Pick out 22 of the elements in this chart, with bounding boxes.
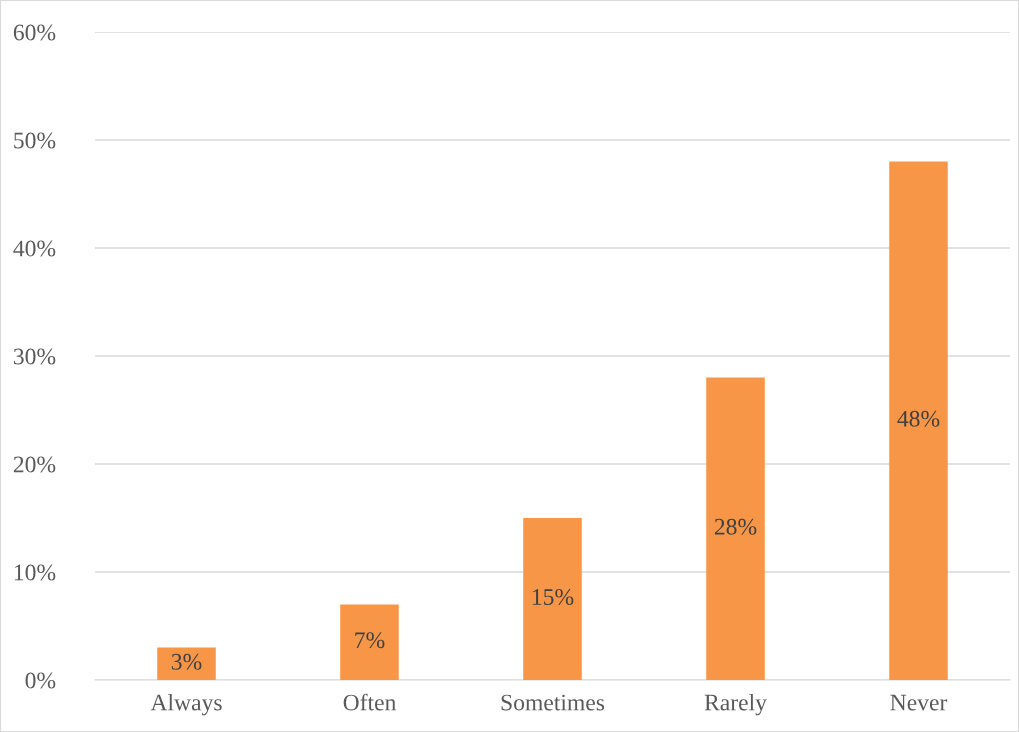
x-tick-label: Sometimes xyxy=(501,694,605,711)
data-label: 15% xyxy=(532,588,574,605)
x-tick-label: Often xyxy=(343,693,397,711)
y-tick-label: 30% xyxy=(13,348,56,365)
data-label: 7% xyxy=(355,632,385,649)
bar xyxy=(157,647,216,680)
y-tick-label: 50% xyxy=(14,132,56,149)
y-tick-label: 0% xyxy=(25,672,56,689)
bar xyxy=(706,377,765,680)
y-tick-label: 20% xyxy=(13,456,56,473)
x-tick-label: Rarely xyxy=(704,693,767,716)
data-label: 3% xyxy=(171,653,202,670)
y-tick-label: 10% xyxy=(14,564,56,581)
x-tick-label: Never xyxy=(890,694,948,711)
bar xyxy=(889,161,948,680)
y-tick-label: 60% xyxy=(13,24,56,41)
data-label: 48% xyxy=(897,410,940,427)
y-tick-label: 40% xyxy=(13,240,56,257)
bar xyxy=(523,518,582,680)
bar xyxy=(340,604,399,680)
x-tick-label: Always xyxy=(150,693,222,716)
data-label: 28% xyxy=(714,518,757,535)
